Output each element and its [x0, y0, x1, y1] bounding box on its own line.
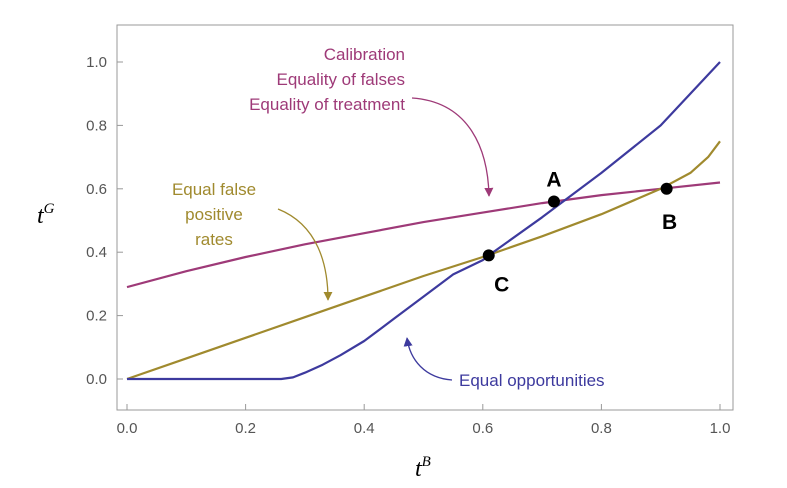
x-tick-label: 1.0: [710, 420, 731, 437]
plot-frame: [116, 24, 734, 411]
x-tick-label: 0.0: [117, 420, 138, 437]
equal-opportunities-curve: [127, 61, 721, 381]
point-c-label: C: [494, 273, 509, 296]
x-axis-label: tB: [415, 454, 431, 482]
x-tick-label: 0.8: [591, 420, 612, 437]
x-tick-label: 0.6: [472, 420, 493, 437]
x-tick-label: 0.4: [354, 420, 375, 437]
calibration-curve: [126, 181, 721, 289]
point-c-marker: [482, 249, 495, 262]
y-tick-label: 1.0: [86, 54, 107, 71]
point-a-label: A: [546, 168, 561, 191]
annotation-text: positive: [185, 205, 243, 224]
point-b-label: B: [662, 211, 677, 234]
annotation-text: Equality of falses: [276, 70, 405, 89]
y-tick-label: 0.8: [86, 117, 107, 134]
point-b-marker: [660, 182, 673, 195]
equal-false-positive-curve: [126, 140, 721, 381]
annotation-text: Equal opportunities: [459, 371, 605, 390]
y-tick-label: 0.6: [86, 181, 107, 198]
y-axis-label: tG: [37, 201, 55, 229]
annotation-text: Equal false: [172, 180, 256, 199]
y-tick-label: 0.2: [86, 308, 107, 325]
annotation-arrow: [403, 337, 453, 381]
annotation-arrow: [277, 208, 333, 301]
y-tick-label: 0.4: [86, 244, 107, 261]
x-tick-label: 0.2: [235, 420, 256, 437]
point-a-marker: [547, 195, 560, 208]
annotation-text: Calibration: [324, 45, 405, 64]
annotation-arrow: [411, 97, 494, 197]
annotation-text: rates: [195, 230, 233, 249]
y-tick-label: 0.0: [86, 371, 107, 388]
annotation-text: Equality of treatment: [249, 95, 405, 114]
